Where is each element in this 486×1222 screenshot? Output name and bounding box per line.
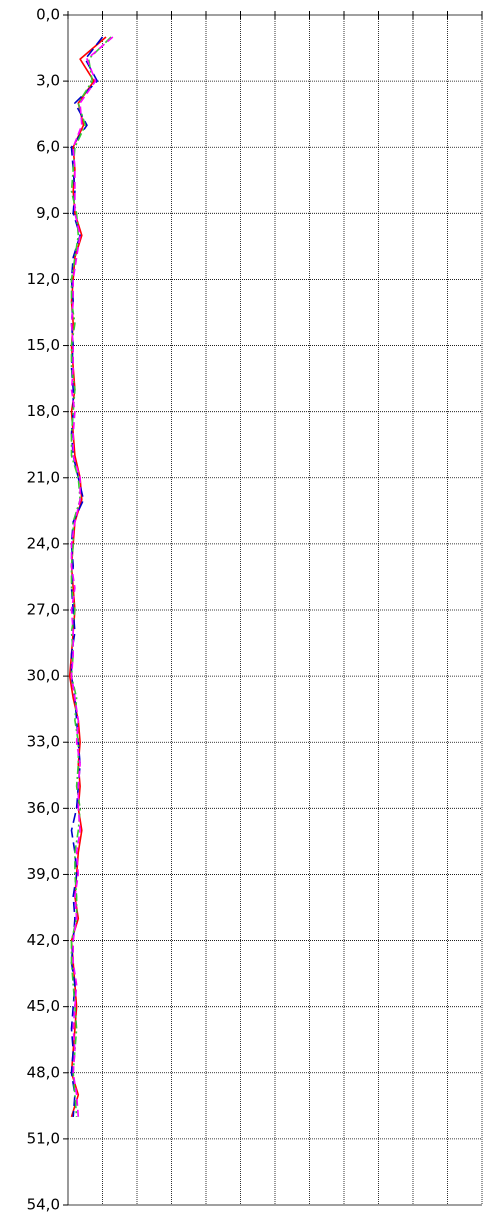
y-tick-label: 21,0 (27, 468, 60, 486)
y-tick-label: 51,0 (27, 1129, 60, 1147)
y-tick-label: 0,0 (36, 6, 60, 24)
y-tick-label: 48,0 (27, 1063, 60, 1081)
y-tick-label: 6,0 (36, 138, 60, 156)
y-tick-label: 9,0 (36, 204, 60, 222)
y-tick-label: 12,0 (27, 270, 60, 288)
y-tick-label: 45,0 (27, 997, 60, 1015)
series-line (70, 36, 114, 1117)
y-tick-label: 33,0 (27, 733, 60, 751)
y-tick-label: 27,0 (27, 601, 60, 619)
y-tick-label: 42,0 (27, 931, 60, 949)
y-tick-label: 30,0 (27, 667, 60, 685)
y-tick-label: 18,0 (27, 402, 60, 420)
y-tick-label: 24,0 (27, 534, 60, 552)
y-tick-label: 15,0 (27, 336, 60, 354)
y-tick-label: 36,0 (27, 799, 60, 817)
y-tick-label: 54,0 (27, 1196, 60, 1214)
series-line (70, 36, 112, 1117)
series-line (70, 36, 104, 1117)
y-tick-label: 3,0 (36, 72, 60, 90)
y-tick-label: 39,0 (27, 865, 60, 883)
